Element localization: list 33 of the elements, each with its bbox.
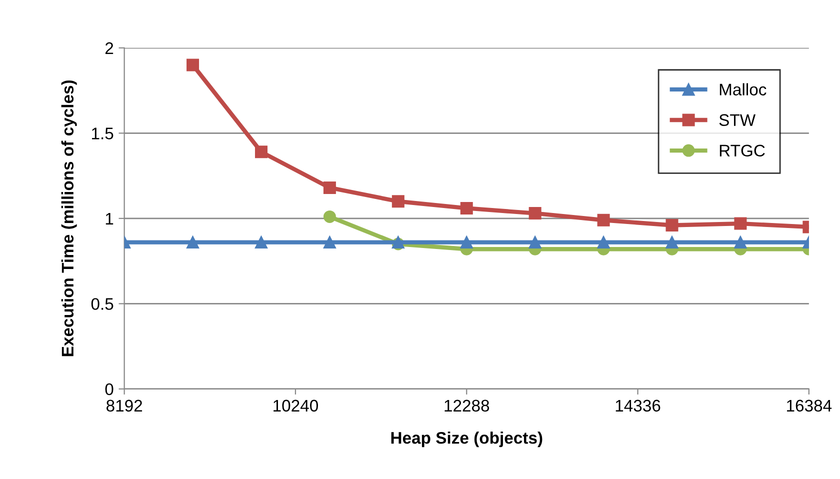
- point: [186, 236, 200, 249]
- point: [734, 236, 747, 249]
- y-tick-label: 0.5: [91, 298, 114, 310]
- point: [734, 217, 747, 230]
- x-axis-title: Heap Size (objects): [391, 432, 542, 448]
- legend-label: STW: [719, 114, 756, 126]
- y-tick-label: 2: [105, 42, 114, 54]
- point: [666, 236, 678, 249]
- point: [323, 236, 336, 249]
- point: [323, 181, 336, 194]
- legend-label: RTGC: [720, 144, 765, 157]
- point: [323, 210, 336, 223]
- point: [254, 236, 268, 249]
- point: [528, 236, 542, 249]
- x-tick-label: 16384: [787, 400, 832, 412]
- x-tick-label: 10240: [274, 400, 318, 412]
- x-tick-label: 8192: [106, 400, 142, 412]
- point: [666, 218, 678, 232]
- point: [392, 195, 404, 208]
- x-tick-label: 12288: [444, 400, 490, 412]
- legend-label: Malloc: [720, 83, 766, 96]
- point: [597, 236, 610, 249]
- point: [186, 58, 200, 72]
- y-tick-label: 1: [106, 212, 114, 224]
- y-tick-label: 1.5: [92, 128, 114, 140]
- y-axis-title: Execution Time (millions of cycles): [61, 80, 77, 356]
- y-tick-label: 0: [105, 383, 114, 396]
- point: [597, 214, 610, 226]
- point: [460, 236, 473, 249]
- point: [528, 207, 542, 220]
- point: [254, 146, 268, 158]
- point: [460, 202, 473, 214]
- x-tick-label: 14336: [616, 400, 660, 412]
